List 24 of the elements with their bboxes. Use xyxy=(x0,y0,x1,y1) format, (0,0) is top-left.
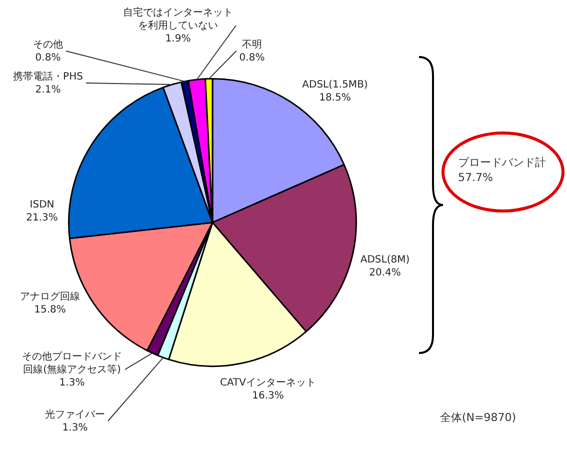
slice-label: 携帯電話・PHS xyxy=(13,70,83,83)
data-label: 1.3% xyxy=(62,422,88,434)
data-label: 0.8% xyxy=(35,52,61,64)
slice-label: 不明 xyxy=(242,40,262,51)
data-label: 21.3% xyxy=(26,212,58,224)
data-label: 18.5% xyxy=(319,92,351,104)
slice-label: その他 xyxy=(33,38,63,51)
data-label: 20.4% xyxy=(369,268,401,279)
data-label: 2.1% xyxy=(35,84,61,96)
text: 全体(N=9870) xyxy=(440,410,516,425)
slice-label: ADSL(8M) xyxy=(360,254,410,266)
slice-label: 光ファイバー xyxy=(45,408,105,421)
data-label: 1.3% xyxy=(59,378,85,389)
slice-label: その他ブロードバンド回線(無線アクセス等) xyxy=(22,350,122,376)
text: ブロードバンド計 57.7% xyxy=(458,155,546,185)
data-label: 0.8% xyxy=(239,52,265,64)
slice-label: ISDN xyxy=(30,200,54,211)
data-label: 1.9% xyxy=(165,34,191,45)
slice-label: 自宅ではインターネットを利用していない xyxy=(123,6,233,32)
slice-label: アナログ回線 xyxy=(20,292,80,303)
data-label: 15.8% xyxy=(34,304,66,316)
slice-label: ADSL(1.5MB) xyxy=(302,80,368,91)
data-label: 16.3% xyxy=(252,390,284,402)
slice-label: CATVインターネット xyxy=(220,378,316,389)
